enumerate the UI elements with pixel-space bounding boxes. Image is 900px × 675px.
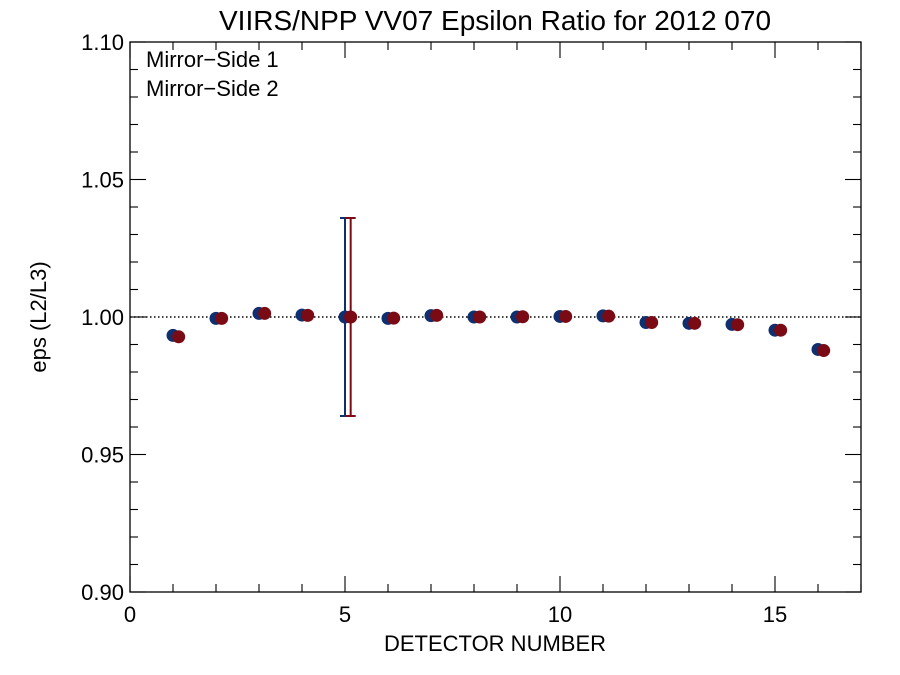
data-point-series-2 <box>430 308 444 322</box>
x-tick-label: 10 <box>548 602 572 627</box>
x-tick-label: 0 <box>124 602 136 627</box>
x-axis-title: DETECTOR NUMBER <box>384 631 606 656</box>
data-point-series-2 <box>215 311 229 325</box>
chart-title: VIIRS/NPP VV07 Epsilon Ratio for 2012 07… <box>219 5 771 36</box>
data-point-series-2 <box>602 309 616 323</box>
data-point-series-2 <box>387 311 401 325</box>
legend-series-1: Mirror−Side 1 <box>146 47 279 72</box>
data-point-series-2 <box>731 318 745 332</box>
y-axis-title: eps (L2/L3) <box>26 261 51 372</box>
y-tick-label: 0.90 <box>81 580 124 605</box>
x-tick-label: 5 <box>339 602 351 627</box>
data-point-series-2 <box>473 310 487 324</box>
data-point-series-2 <box>344 310 358 324</box>
data-point-series-2 <box>774 323 788 337</box>
data-point-series-2 <box>688 316 702 330</box>
y-tick-label: 1.10 <box>81 30 124 55</box>
y-tick-label: 1.00 <box>81 305 124 330</box>
data-point-series-2 <box>645 316 659 329</box>
y-tick-label: 1.05 <box>81 168 124 193</box>
y-tick-label: 0.95 <box>81 443 124 468</box>
data-point-series-2 <box>258 306 272 320</box>
data-point-series-2 <box>172 330 186 344</box>
data-point-series-2 <box>301 308 315 322</box>
data-point-series-2 <box>559 309 573 323</box>
x-tick-label: 15 <box>763 602 787 627</box>
data-point-series-2 <box>516 310 530 324</box>
data-point-series-2 <box>817 344 831 358</box>
legend-series-2: Mirror−Side 2 <box>146 76 279 101</box>
